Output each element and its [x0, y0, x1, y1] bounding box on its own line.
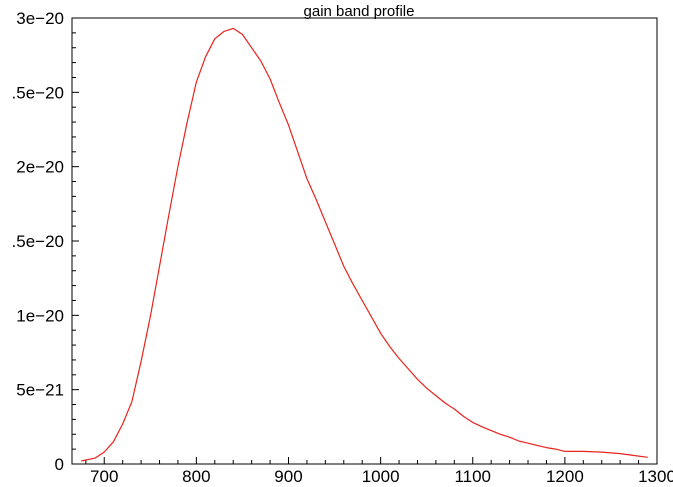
- y-tick-label: 2e−20: [16, 158, 64, 177]
- tick-labels: 700 800 900 1000 1100 1200 1300 0 5e−21 1e−20 .5e−…: [12, 9, 673, 486]
- x-tick-label: 900: [274, 467, 302, 486]
- x-tick-label: 700: [90, 467, 118, 486]
- y-tick-label: .5e−20: [12, 83, 64, 102]
- y-tick-label: 0: [55, 455, 64, 474]
- tick-marks: [72, 17, 658, 465]
- axes: [71, 17, 658, 465]
- x-tick-label: 1000: [362, 467, 400, 486]
- x-tick-label: 1300: [638, 467, 673, 486]
- y-tick-label: .5e−20: [12, 232, 64, 251]
- series-layer: [81, 27, 648, 462]
- y-tick-label: 3e−20: [16, 9, 64, 28]
- chart-title: gain band profile: [304, 3, 415, 20]
- x-tick-label: 1100: [454, 467, 491, 486]
- x-tick-label: 1200: [546, 467, 584, 486]
- series-line: [81, 27, 648, 462]
- plot-frame: [71, 17, 658, 465]
- x-tick-label: 800: [182, 467, 210, 486]
- y-tick-label: 1e−20: [16, 306, 64, 325]
- y-tick-label: 5e−21: [16, 381, 64, 400]
